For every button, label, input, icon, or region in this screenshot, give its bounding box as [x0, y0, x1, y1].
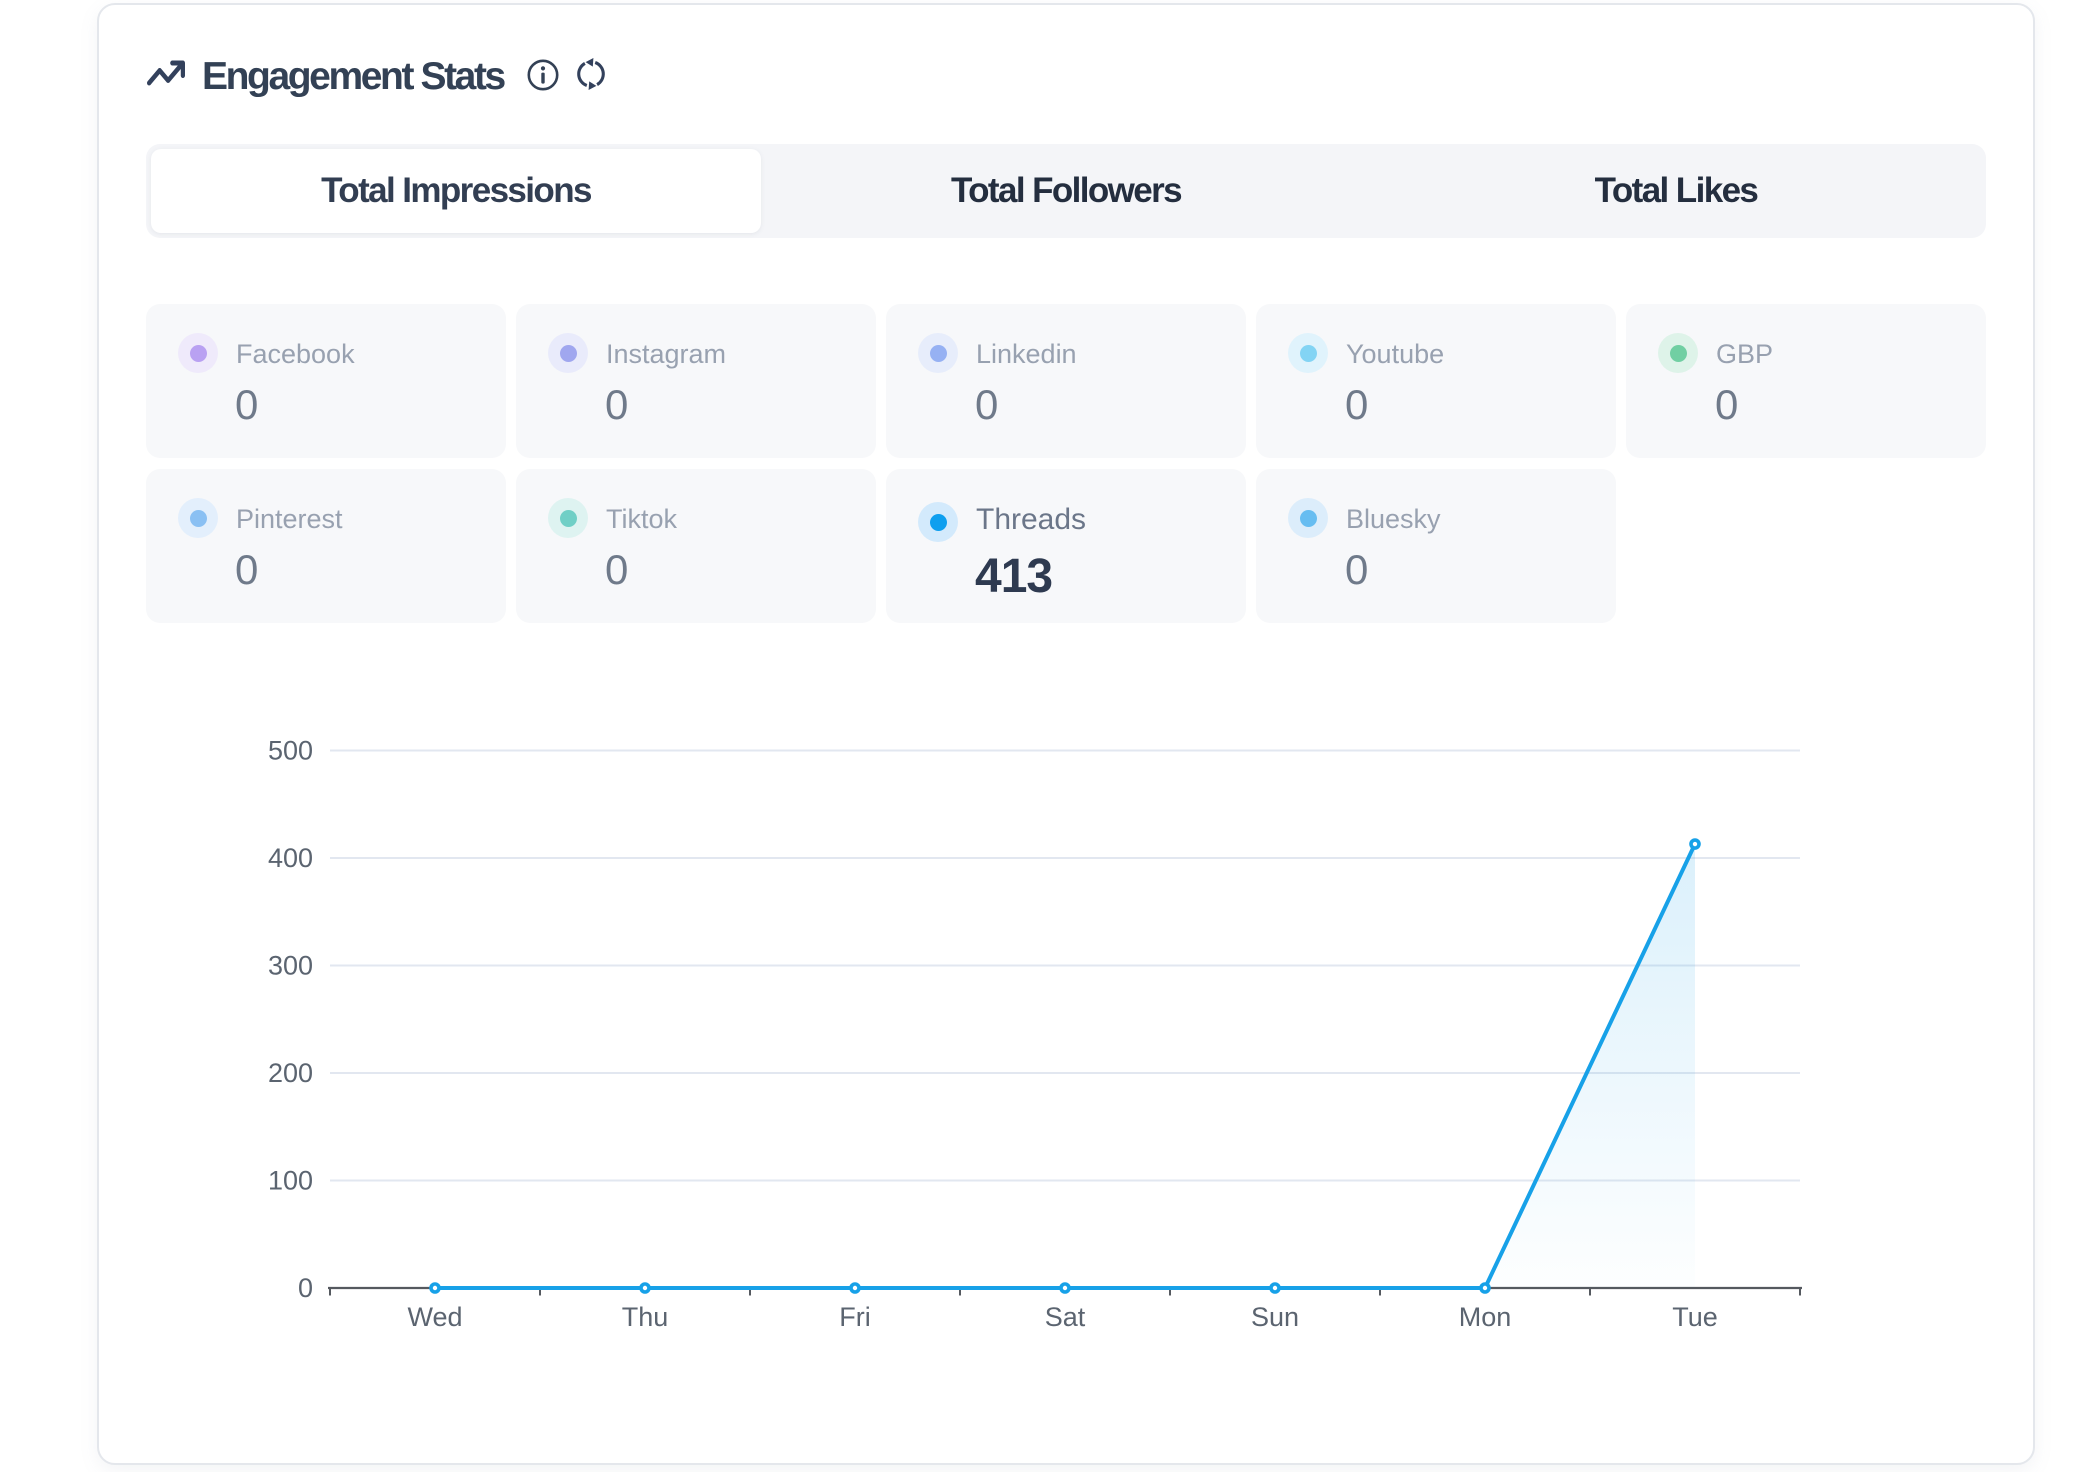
svg-text:300: 300 — [268, 951, 313, 981]
svg-text:200: 200 — [268, 1058, 313, 1088]
svg-text:100: 100 — [268, 1166, 313, 1196]
svg-text:Sun: Sun — [1251, 1302, 1299, 1332]
svg-text:Sat: Sat — [1045, 1302, 1086, 1332]
svg-text:Wed: Wed — [407, 1302, 462, 1332]
svg-text:400: 400 — [268, 843, 313, 873]
svg-text:Mon: Mon — [1459, 1302, 1512, 1332]
svg-text:Tue: Tue — [1672, 1302, 1718, 1332]
svg-text:500: 500 — [268, 736, 313, 766]
svg-text:Thu: Thu — [622, 1302, 669, 1332]
svg-text:0: 0 — [298, 1273, 313, 1303]
svg-text:Fri: Fri — [839, 1302, 870, 1332]
